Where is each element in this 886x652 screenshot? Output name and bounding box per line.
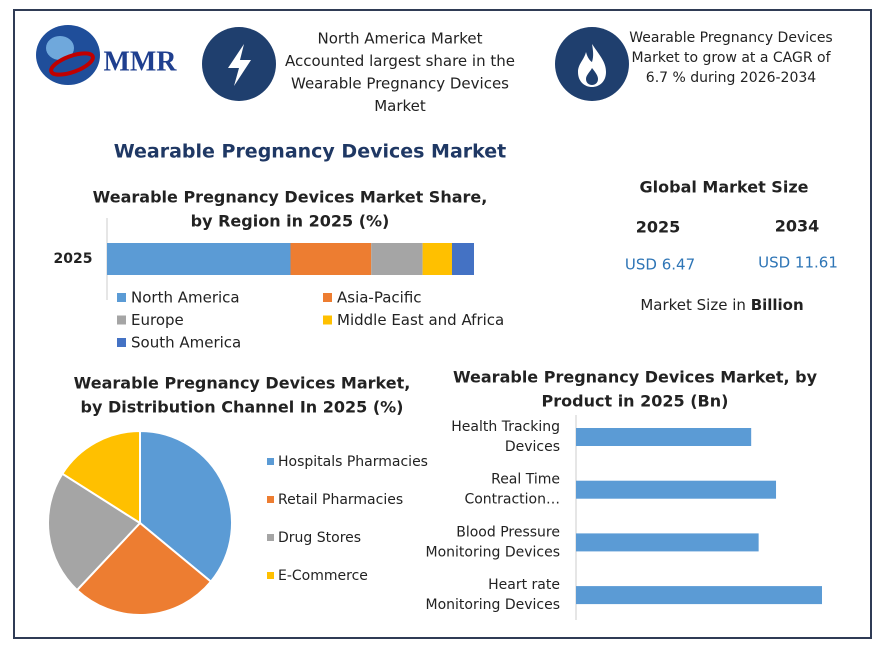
legend-label: Asia-Pacific [337,289,422,307]
note-text: Market Size in [640,296,746,314]
legend-label: North America [131,289,240,307]
category-label: Monitoring Devices [426,597,561,613]
category-label: 2025 [54,251,93,267]
note-bold: Billion [751,296,804,314]
header-text: Market [374,97,426,115]
legend-swatch [323,315,332,325]
legend-label: Middle East and Africa [337,311,504,329]
legend-swatch [267,534,274,541]
chart-title: by Region in 2025 (%) [191,212,390,231]
header-text: Wearable Pregnancy Devices [629,30,832,46]
main-title: Wearable Pregnancy Devices Market [114,141,507,163]
category-label: Contraction… [464,492,560,508]
header-text: Accounted largest share in the [285,52,515,70]
market-value: USD 11.61 [758,254,838,272]
bar-segment [290,243,372,275]
logo-text: MMR [103,46,177,77]
chart-title: Product in 2025 (Bn) [542,392,729,411]
bar-segment [451,243,474,275]
legend-label: Hospitals Pharmacies [278,454,428,470]
category-label: Heart rate [488,577,560,593]
legend-label: South America [131,334,241,352]
legend-swatch [117,293,126,302]
pie-slice [75,521,213,616]
legend-swatch [267,458,274,465]
legend-label: Retail Pharmacies [278,492,403,508]
year: 2025 [636,218,681,237]
chart-title: by Distribution Channel In 2025 (%) [81,398,404,417]
header-text: 6.7 % during 2026-2034 [646,70,816,86]
category-label: Health Tracking [451,419,560,435]
category-label: Devices [505,439,560,455]
logo: MMR [36,25,177,85]
year: 2034 [775,217,820,236]
legend-swatch [323,293,332,302]
category-label: Monitoring Devices [426,544,561,560]
category-label: Real Time [491,472,560,488]
legend-label: Drug Stores [278,530,361,546]
bar-segment [422,243,452,275]
legend-swatch [267,496,274,503]
pie-slice [60,429,141,525]
market-size-title: Global Market Size [640,178,809,197]
market-value: USD 6.47 [625,256,695,274]
bar [576,428,752,446]
legend-label: E-Commerce [278,568,368,584]
icon-flame [555,27,629,101]
bar-segment [371,243,423,275]
legend-swatch [267,572,274,579]
header-text: North America Market [318,30,483,48]
pie-slice [47,472,142,592]
legend-swatch [117,338,126,347]
header-text: Wearable Pregnancy Devices [291,75,509,93]
icon-bolt [202,27,276,101]
bar [576,586,822,605]
chart-title: Wearable Pregnancy Devices Market Share, [93,188,488,207]
chart-title: Wearable Pregnancy Devices Market, by [453,368,818,387]
bar-segment [107,243,291,275]
header-text: Market to grow at a CAGR of [631,50,831,66]
pie-slice [139,429,233,584]
bar [576,533,759,552]
bar [576,480,777,499]
legend-swatch [117,315,126,325]
chart-title: Wearable Pregnancy Devices Market, [74,374,411,393]
legend-label: Europe [131,311,184,329]
category-label: Blood Pressure [456,524,560,540]
market-note: Market Size in Billion [640,296,803,314]
